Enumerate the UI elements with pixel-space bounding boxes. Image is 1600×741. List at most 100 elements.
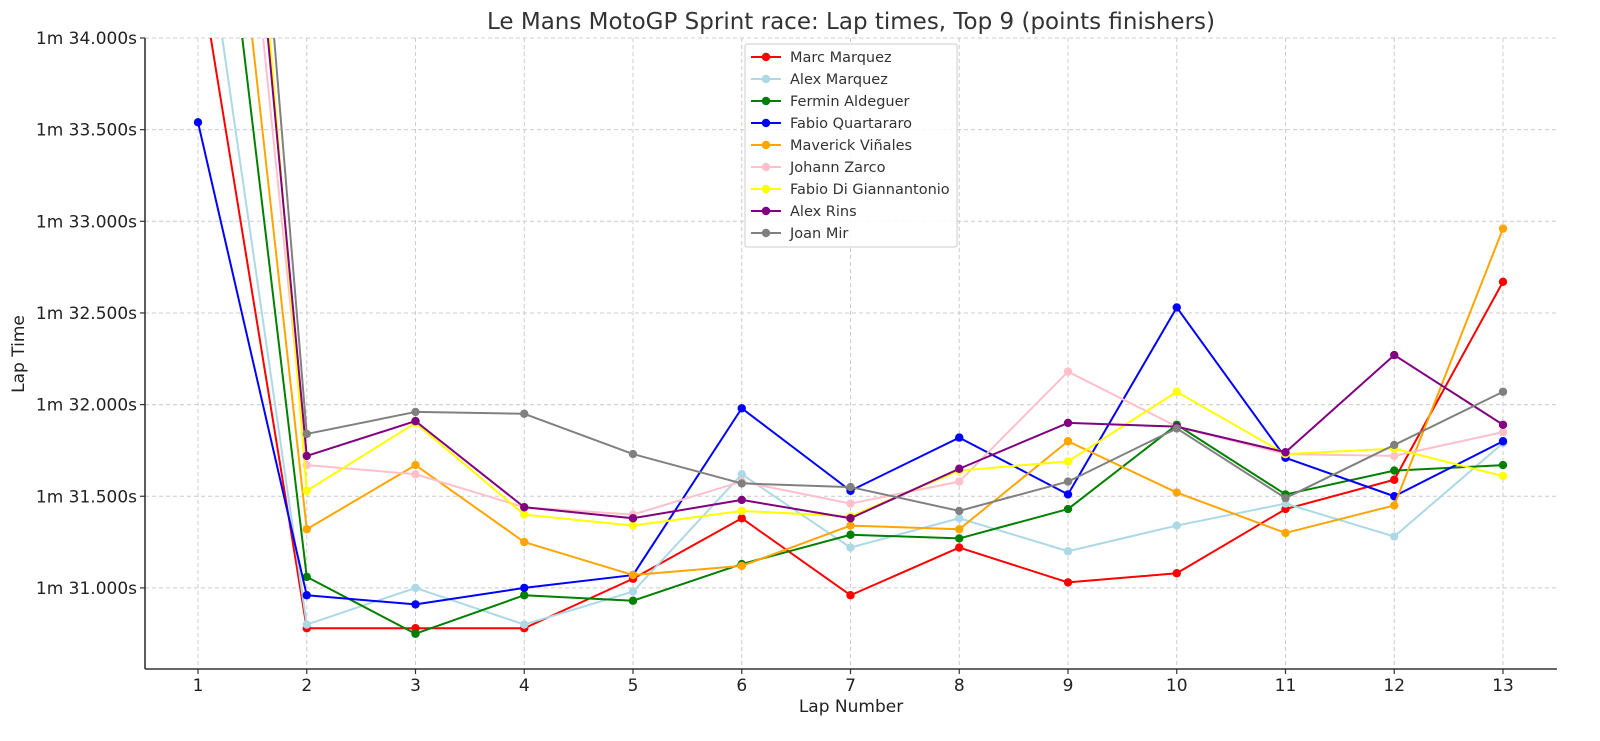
data-point bbox=[737, 506, 746, 516]
data-point bbox=[1498, 460, 1508, 470]
data-point bbox=[846, 499, 855, 508]
data-point bbox=[1172, 488, 1181, 497]
data-point bbox=[955, 477, 964, 486]
data-point bbox=[846, 514, 855, 523]
x-tick-label: 4 bbox=[519, 676, 530, 696]
data-point bbox=[411, 416, 420, 426]
data-point bbox=[1172, 521, 1181, 530]
legend-label: Maverick Viñales bbox=[790, 138, 912, 154]
legend-label: Fermin Aldeguer bbox=[790, 94, 910, 110]
data-point bbox=[1063, 477, 1073, 486]
data-point bbox=[628, 449, 638, 459]
legend-marker-icon bbox=[761, 140, 771, 150]
data-point bbox=[411, 583, 420, 593]
x-tick-label: 7 bbox=[845, 676, 856, 696]
y-tick-label: 1m 31.000s bbox=[36, 579, 137, 599]
legend-label: Marc Marquez bbox=[790, 50, 892, 66]
x-tick-label: 5 bbox=[628, 676, 639, 696]
data-point bbox=[955, 514, 964, 523]
data-point bbox=[1172, 303, 1181, 312]
data-point bbox=[1498, 437, 1508, 446]
data-point bbox=[955, 464, 964, 473]
data-point bbox=[302, 451, 311, 461]
legend-item: Fabio Quartararo bbox=[751, 116, 912, 132]
data-point bbox=[193, 118, 203, 127]
data-point bbox=[737, 495, 746, 505]
data-point bbox=[628, 570, 638, 580]
legend-marker-icon bbox=[761, 184, 771, 194]
data-point bbox=[520, 537, 529, 547]
y-tick-label: 1m 34.000s bbox=[36, 29, 137, 49]
data-point bbox=[846, 591, 855, 600]
data-point bbox=[628, 514, 638, 523]
legend-label: Alex Rins bbox=[790, 204, 857, 220]
legend-label: Fabio Quartararo bbox=[790, 116, 912, 132]
series-alex-marquez bbox=[221, 38, 1508, 629]
legend-marker-icon bbox=[761, 206, 771, 216]
data-point bbox=[1063, 367, 1073, 376]
data-point bbox=[737, 479, 746, 488]
data-point bbox=[411, 407, 420, 417]
y-tick-label: 1m 32.000s bbox=[36, 396, 137, 416]
data-point bbox=[520, 409, 529, 418]
data-point bbox=[1390, 451, 1399, 461]
x-tick-label: 9 bbox=[1063, 676, 1074, 696]
y-axis-title: Lap Time bbox=[9, 315, 29, 393]
x-tick-label: 6 bbox=[736, 676, 747, 696]
data-point bbox=[1063, 547, 1073, 556]
x-tick-label: 13 bbox=[1492, 676, 1514, 696]
legend-marker-icon bbox=[761, 162, 771, 172]
data-point bbox=[1498, 277, 1508, 286]
data-point bbox=[1498, 471, 1508, 481]
series-lines bbox=[193, 38, 1508, 638]
data-point bbox=[1063, 418, 1073, 428]
x-tick-label: 10 bbox=[1166, 676, 1188, 696]
x-tick-label: 3 bbox=[410, 676, 421, 696]
series-maverick-vi-ales bbox=[251, 38, 1508, 580]
y-tick-label: 1m 33.000s bbox=[36, 212, 137, 232]
data-point bbox=[1281, 448, 1290, 457]
data-point bbox=[846, 482, 855, 492]
data-point bbox=[1498, 427, 1508, 437]
data-point bbox=[628, 587, 638, 596]
series-joan-mir bbox=[273, 38, 1508, 516]
data-point bbox=[955, 525, 964, 534]
data-point bbox=[1063, 578, 1073, 587]
data-point bbox=[737, 470, 746, 479]
data-point bbox=[1390, 466, 1399, 475]
data-point bbox=[302, 525, 311, 534]
data-point bbox=[955, 543, 964, 552]
data-point bbox=[411, 600, 420, 609]
data-point bbox=[846, 543, 855, 552]
legend-item: Marc Marquez bbox=[751, 50, 892, 66]
legend-label: Joan Mir bbox=[789, 226, 848, 242]
data-point bbox=[411, 460, 420, 470]
legend-item: Maverick Viñales bbox=[751, 138, 912, 154]
data-point bbox=[520, 510, 529, 519]
legend-marker-icon bbox=[761, 52, 771, 62]
data-point bbox=[846, 530, 855, 539]
data-point bbox=[955, 433, 964, 442]
data-point bbox=[1063, 457, 1073, 466]
data-point bbox=[955, 534, 964, 543]
data-point bbox=[1281, 528, 1290, 538]
x-tick-label: 11 bbox=[1275, 676, 1297, 696]
legend-label: Fabio Di Giannantonio bbox=[790, 182, 950, 198]
data-point bbox=[955, 506, 964, 516]
data-point bbox=[737, 514, 746, 523]
data-point bbox=[1063, 504, 1073, 514]
data-point bbox=[1498, 224, 1508, 233]
legend-marker-icon bbox=[761, 96, 771, 106]
x-axis-ticks: 1 2 3 4 5 6 7 8 9 10 11 12 13 bbox=[193, 669, 1514, 696]
chart-title: Le Mans MotoGP Sprint race: Lap times, T… bbox=[487, 9, 1215, 35]
data-point bbox=[1498, 420, 1508, 429]
data-point bbox=[1172, 569, 1181, 578]
legend-marker-icon bbox=[761, 228, 771, 238]
legend-marker-icon bbox=[761, 74, 771, 84]
legend-box bbox=[744, 43, 958, 248]
legend-item: Joan Mir bbox=[751, 226, 848, 242]
legend: Marc Marquez Alex Marquez Fermin Aldeguer F… bbox=[744, 43, 958, 248]
data-point bbox=[520, 620, 529, 629]
data-point bbox=[520, 503, 529, 512]
